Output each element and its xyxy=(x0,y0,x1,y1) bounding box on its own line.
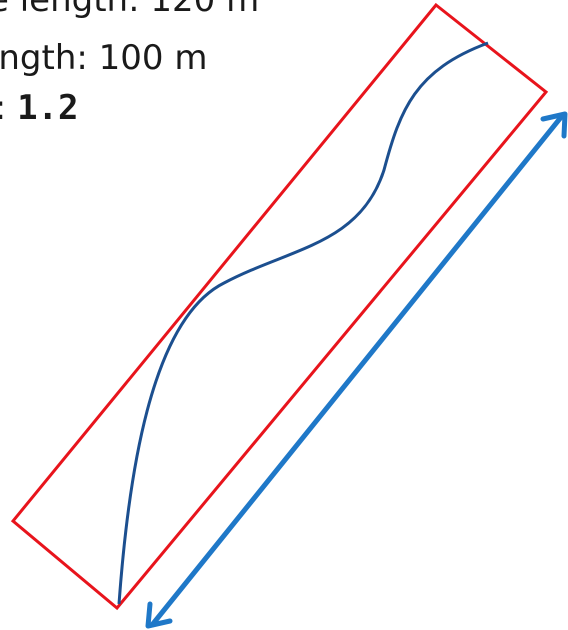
arrowhead-upper-icon xyxy=(540,111,568,139)
sinuosity-ratio-label: o: 1.2 xyxy=(0,88,79,128)
measurement-labels: e length: 120 m length: 100 m o: 1.2 xyxy=(0,0,330,140)
ratio-value: 1.2 xyxy=(17,88,79,128)
arrowhead-lower-icon xyxy=(145,601,173,629)
ratio-prefix: o: xyxy=(0,88,17,128)
straight-distance-arrow xyxy=(149,113,565,628)
river-length-label: e length: 120 m xyxy=(0,0,260,20)
straight-length-label: length: 100 m xyxy=(0,38,208,78)
river-channel-path xyxy=(117,41,489,605)
straight-length-rectangle xyxy=(10,2,549,611)
